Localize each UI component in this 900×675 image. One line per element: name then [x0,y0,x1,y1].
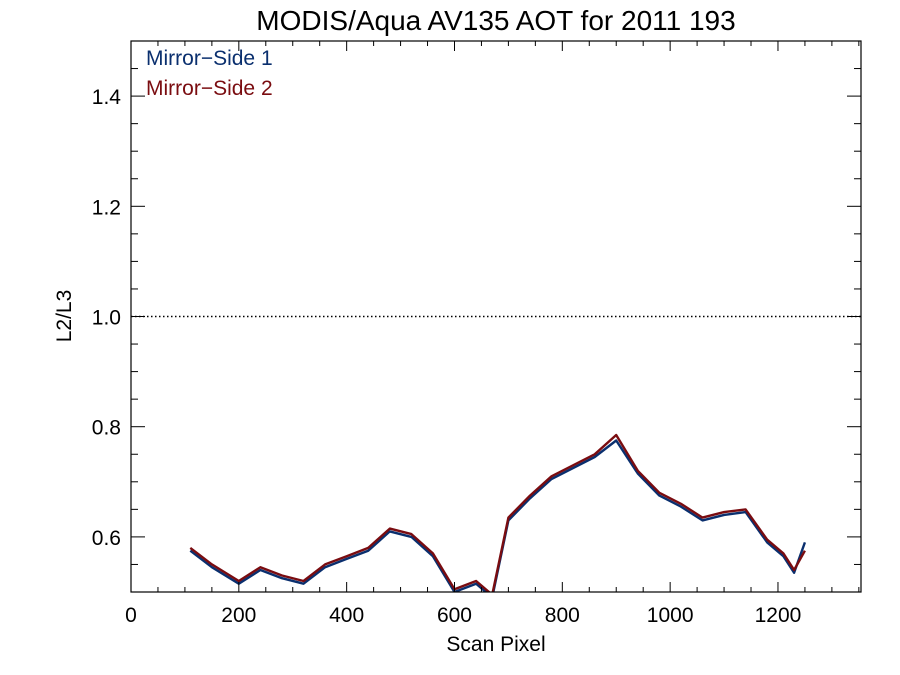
legend-item-mirror-side-2: Mirror−Side 2 [146,77,273,100]
x-axis-label: Scan Pixel [446,633,545,656]
x-tick-label: 400 [329,604,364,627]
series-line-2 [189,433,806,592]
y-tick-label: 0.8 [92,417,121,440]
y-tick-label: 1.0 [92,307,121,330]
x-tick-label: 600 [437,604,472,627]
x-tick-label: 800 [545,604,580,627]
x-tick-label: 1200 [755,604,802,627]
series-group [189,433,807,592]
chart-title: MODIS/Aqua AV135 AOT for 2011 193 [256,5,735,36]
y-tick-label: 0.6 [92,527,121,550]
legend-item-mirror-side-1: Mirror−Side 1 [146,47,273,70]
x-tick-label: 1000 [647,604,694,627]
y-tick-label: 1.2 [92,196,121,219]
y-axis-ticks: 0.6 0.8 1.0 1.2 1.4 [92,40,861,593]
x-tick-label: 0 [125,604,137,627]
y-axis-label: L2/L3 [53,290,76,343]
y-tick-label: 1.4 [92,86,122,109]
legend: Mirror−Side 1 Mirror−Side 2 [146,47,273,100]
x-tick-label: 200 [221,604,256,627]
x-axis-ticks: 0 200 400 600 800 1000 1200 [125,41,860,627]
